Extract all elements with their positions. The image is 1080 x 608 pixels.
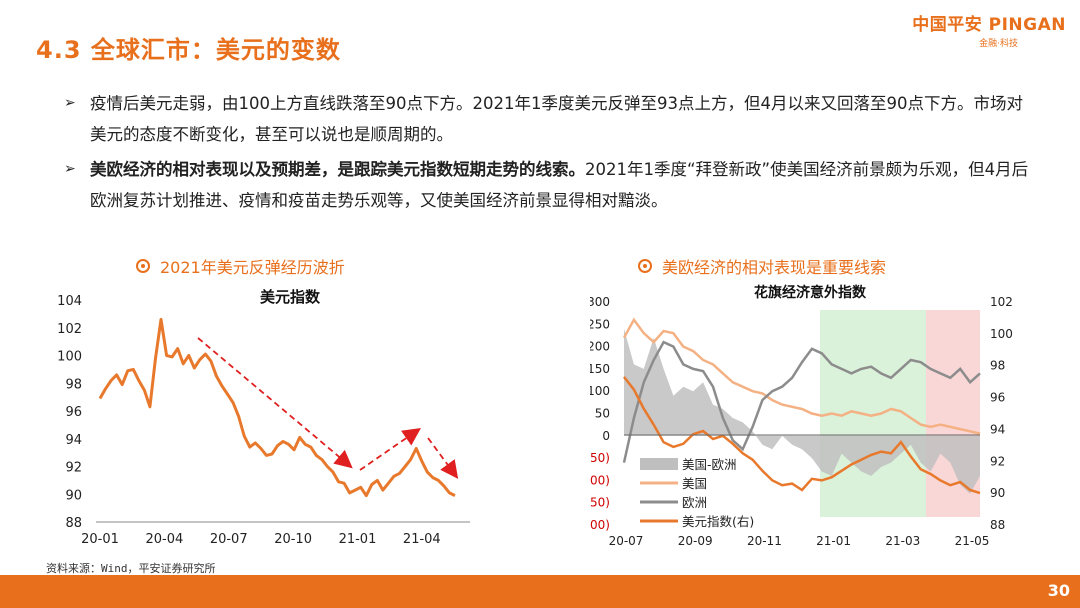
bullet-arrow-icon: ➢ [64,161,76,177]
x-tick-label: 20-09 [678,534,713,548]
shaded-region-green [820,310,926,517]
legend-swatch [640,458,678,470]
y-tick-label: 102 [57,322,82,337]
right-chart-heading: 美欧经济的相对表现是重要线索 [638,254,886,278]
right-y-tick-label: 90 [990,486,1005,500]
bullet-text: 疫情后美元走弱，由100上方直线跌落至90点下方。2021年1季度美元反弹至93… [90,94,1023,144]
logo-subtext: 金融·科技 [979,39,1018,49]
y-tick-label: 90 [65,488,82,503]
y-tick-label: 96 [65,405,82,420]
page-title: 4.3 全球汇市：美元的变数 [36,36,341,64]
y-tick-label: 98 [65,377,82,392]
x-tick-label: 20-10 [274,532,312,547]
left-chart-heading-text: 2021年美元反弹经历波折 [160,258,345,277]
us-series-line [622,317,981,435]
x-tick-label: 21-04 [403,532,441,547]
legend-label: 欧洲 [682,495,707,510]
bullet-item-1: ➢ 疫情后美元走弱，由100上方直线跌落至90点下方。2021年1季度美元反弹至… [64,88,1034,150]
right-y-tick-label: 102 [990,295,1013,309]
x-tick-label: 21-01 [339,532,377,547]
x-tick-label: 20-11 [747,534,782,548]
left-y-tick-label: 250 [590,317,610,331]
x-tick-label: 20-07 [609,534,644,548]
logo-text: 中国平安 PINGAN [912,15,1066,35]
right-y-axis: 102 100 98 96 94 92 90 88 [990,295,1013,532]
trend-arrow-up [359,427,421,471]
chart-title: 花旗经济意外指数 [754,284,867,301]
x-tick-label: 21-05 [955,534,990,548]
bullet-list: ➢ 疫情后美元走弱，由100上方直线跌落至90点下方。2021年1季度美元反弹至… [64,88,1034,220]
x-tick-label: 21-03 [885,534,920,548]
x-axis: 20-07 20-09 20-11 21-01 21-03 21-05 [609,534,990,548]
left-y-tick-label: (200) [590,518,610,532]
company-logo: 中国平安 PINGAN 金融·科技 [912,10,1066,49]
page-number: 30 [1047,581,1070,600]
x-tick-label: 20-07 [210,532,248,547]
right-y-tick-label: 94 [990,422,1005,436]
y-tick-label: 94 [65,433,82,448]
target-icon [638,259,652,273]
target-icon [136,259,150,273]
trend-arrow-down-2 [427,437,459,479]
left-y-tick-label: 300 [590,295,610,309]
citi-surprise-chart: 花旗经济意外指数 300 250 200 150 100 50 0 (50) (100) (150… [590,284,1013,548]
x-tick-label: 20-04 [145,532,183,547]
dollar-index-right-line [623,376,981,495]
trend-arrow-down [197,337,353,469]
bullet-text-bold: 美欧经济的相对表现以及预期差，是跟踪美元指数短期走势的线索。 [90,160,585,179]
legend-label: 美元指数(右) [682,514,754,529]
right-y-tick-label: 96 [990,391,1005,405]
left-y-tick-label: 200 [590,340,610,354]
bullet-text: 2021年1季度“拜登新政”使美国经济前景颇为乐观，但4月后欧洲复苏计划推进、疫… [90,160,1029,210]
y-tick-label: 100 [57,350,82,365]
y-tick-label: 92 [65,461,82,476]
source-note: 资料来源：Wind，平安证券研究所 [46,562,216,575]
right-y-tick-label: 88 [990,518,1005,532]
legend-label: 美国 [682,476,707,491]
left-y-tick-label: 100 [590,384,610,398]
europe-series-line [622,340,981,463]
right-y-tick-label: 98 [990,359,1005,373]
x-tick-label: 21-01 [816,534,851,548]
x-axis: 20-01 20-04 20-07 20-10 21-01 21-04 [81,532,441,547]
footer-bar: 30 [0,575,1080,608]
left-y-tick-label: 150 [590,362,610,376]
left-y-tick-label: (150) [590,496,610,510]
left-y-tick-label: 0 [602,429,610,443]
y-tick-label: 104 [57,294,82,309]
bullet-arrow-icon: ➢ [64,95,76,111]
left-y-axis: 300 250 200 150 100 50 0 (50) (100) (150) (200) [590,295,610,532]
left-y-tick-label: (50) [590,451,610,465]
right-y-tick-label: 100 [990,327,1013,341]
right-chart-heading-text: 美欧经济的相对表现是重要线索 [662,258,887,277]
y-tick-label: 88 [65,516,82,531]
legend-label: 美国-欧洲 [682,457,737,472]
x-tick-label: 20-01 [81,532,119,547]
dollar-index-series-line [98,317,456,498]
right-y-tick-label: 92 [990,454,1005,468]
y-axis: 104 102 100 98 96 94 92 90 88 [57,294,82,531]
left-y-tick-label: 50 [595,407,610,421]
left-y-tick-label: (100) [590,473,610,487]
left-chart-heading: 2021年美元反弹经历波折 [136,254,345,278]
chart-title: 美元指数 [260,288,321,306]
bullet-item-2: ➢ 美欧经济的相对表现以及预期差，是跟踪美元指数短期走势的线索。2021年1季度… [64,154,1034,216]
